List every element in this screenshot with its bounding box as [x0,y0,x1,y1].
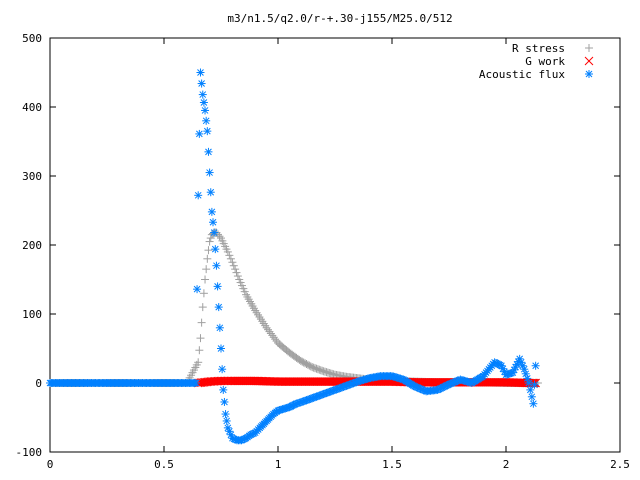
axis-tick-labels: 0 0.5 1 1.5 2 2.5 -100 0 100 200 300 400 500 [16,32,630,471]
legend-marker [585,44,593,52]
x-tick-label: 0 [47,458,54,471]
data-point [225,251,234,260]
chart-title: m3/n1.5/q2.0/r-+.30-j155/M25.0/512 [227,12,452,25]
x-tick-label: 2 [503,458,510,471]
data-point [202,265,211,274]
data-point [212,261,221,270]
x-tick-label: 2.5 [610,458,630,471]
data-point [206,234,215,243]
data-point [520,365,529,374]
x-tick-label: 1 [275,458,282,471]
data-point [255,313,264,322]
data-point [524,379,533,387]
data-point [529,399,538,408]
data-point [226,254,235,263]
data-point [530,380,539,389]
data-point [213,282,222,291]
data-point [198,303,207,312]
data-point [191,379,200,387]
data-point [201,275,210,284]
data-point [205,168,214,177]
data-point [203,127,212,136]
data-point [198,90,207,99]
data-point [258,317,267,326]
y-tick-label: 200 [22,239,42,252]
y-tick-label: 300 [22,170,42,183]
data-point [195,346,204,355]
data-point [229,261,238,270]
data-point [223,247,232,256]
data-point [201,106,210,115]
y-tick-label: 0 [35,377,42,390]
x-tick-label: 0.5 [154,458,174,471]
data-point [215,232,224,241]
data-point [194,358,203,367]
data-point [252,308,261,317]
data-point [232,268,241,277]
legend-label: Acoustic flux [479,68,565,81]
data-point [231,265,240,274]
legend-marker [584,56,594,66]
y-tick-label: 100 [22,308,42,321]
data-point [203,254,212,263]
data-point [211,245,220,254]
data-point [199,98,208,107]
x-tick-label: 1.5 [382,458,402,471]
data-point [210,228,219,237]
data-point [196,334,205,343]
data-point [197,79,206,88]
data-point [204,246,213,255]
data-point [197,318,206,327]
legend-marker [585,70,593,78]
data-point [194,191,203,200]
data-point [204,147,213,156]
data-point [217,344,225,353]
data-point [214,303,223,312]
data-point [195,129,204,138]
y-tick-label: 500 [22,32,42,45]
data-point [299,397,308,406]
data-point [220,397,229,406]
data-point [233,272,242,281]
data-point [218,365,227,374]
data-marks [46,68,542,445]
data-point [251,306,260,315]
data-point [221,410,230,419]
data-point [215,323,224,332]
data-point [526,385,535,394]
data-point [196,68,205,77]
series-r-stress [46,228,542,387]
data-point [527,392,536,401]
data-point [207,207,216,216]
y-tick-label: 400 [22,101,42,114]
data-point [199,289,208,298]
data-point [259,319,268,328]
data-point [228,258,237,267]
data-point [254,310,263,319]
data-point [209,218,218,227]
data-point [256,315,265,324]
data-point [205,237,214,246]
data-point [206,188,215,197]
legend-label: G work [525,55,565,68]
data-point [193,285,202,294]
data-point [531,361,540,370]
y-tick-label: -100 [16,446,43,459]
data-point [261,321,270,330]
data-point [202,116,211,125]
data-point [219,385,228,394]
series-acoustic-flux [46,68,540,445]
data-point [222,416,231,425]
axis-ticks [49,37,621,453]
legend-label: R stress [512,42,565,55]
